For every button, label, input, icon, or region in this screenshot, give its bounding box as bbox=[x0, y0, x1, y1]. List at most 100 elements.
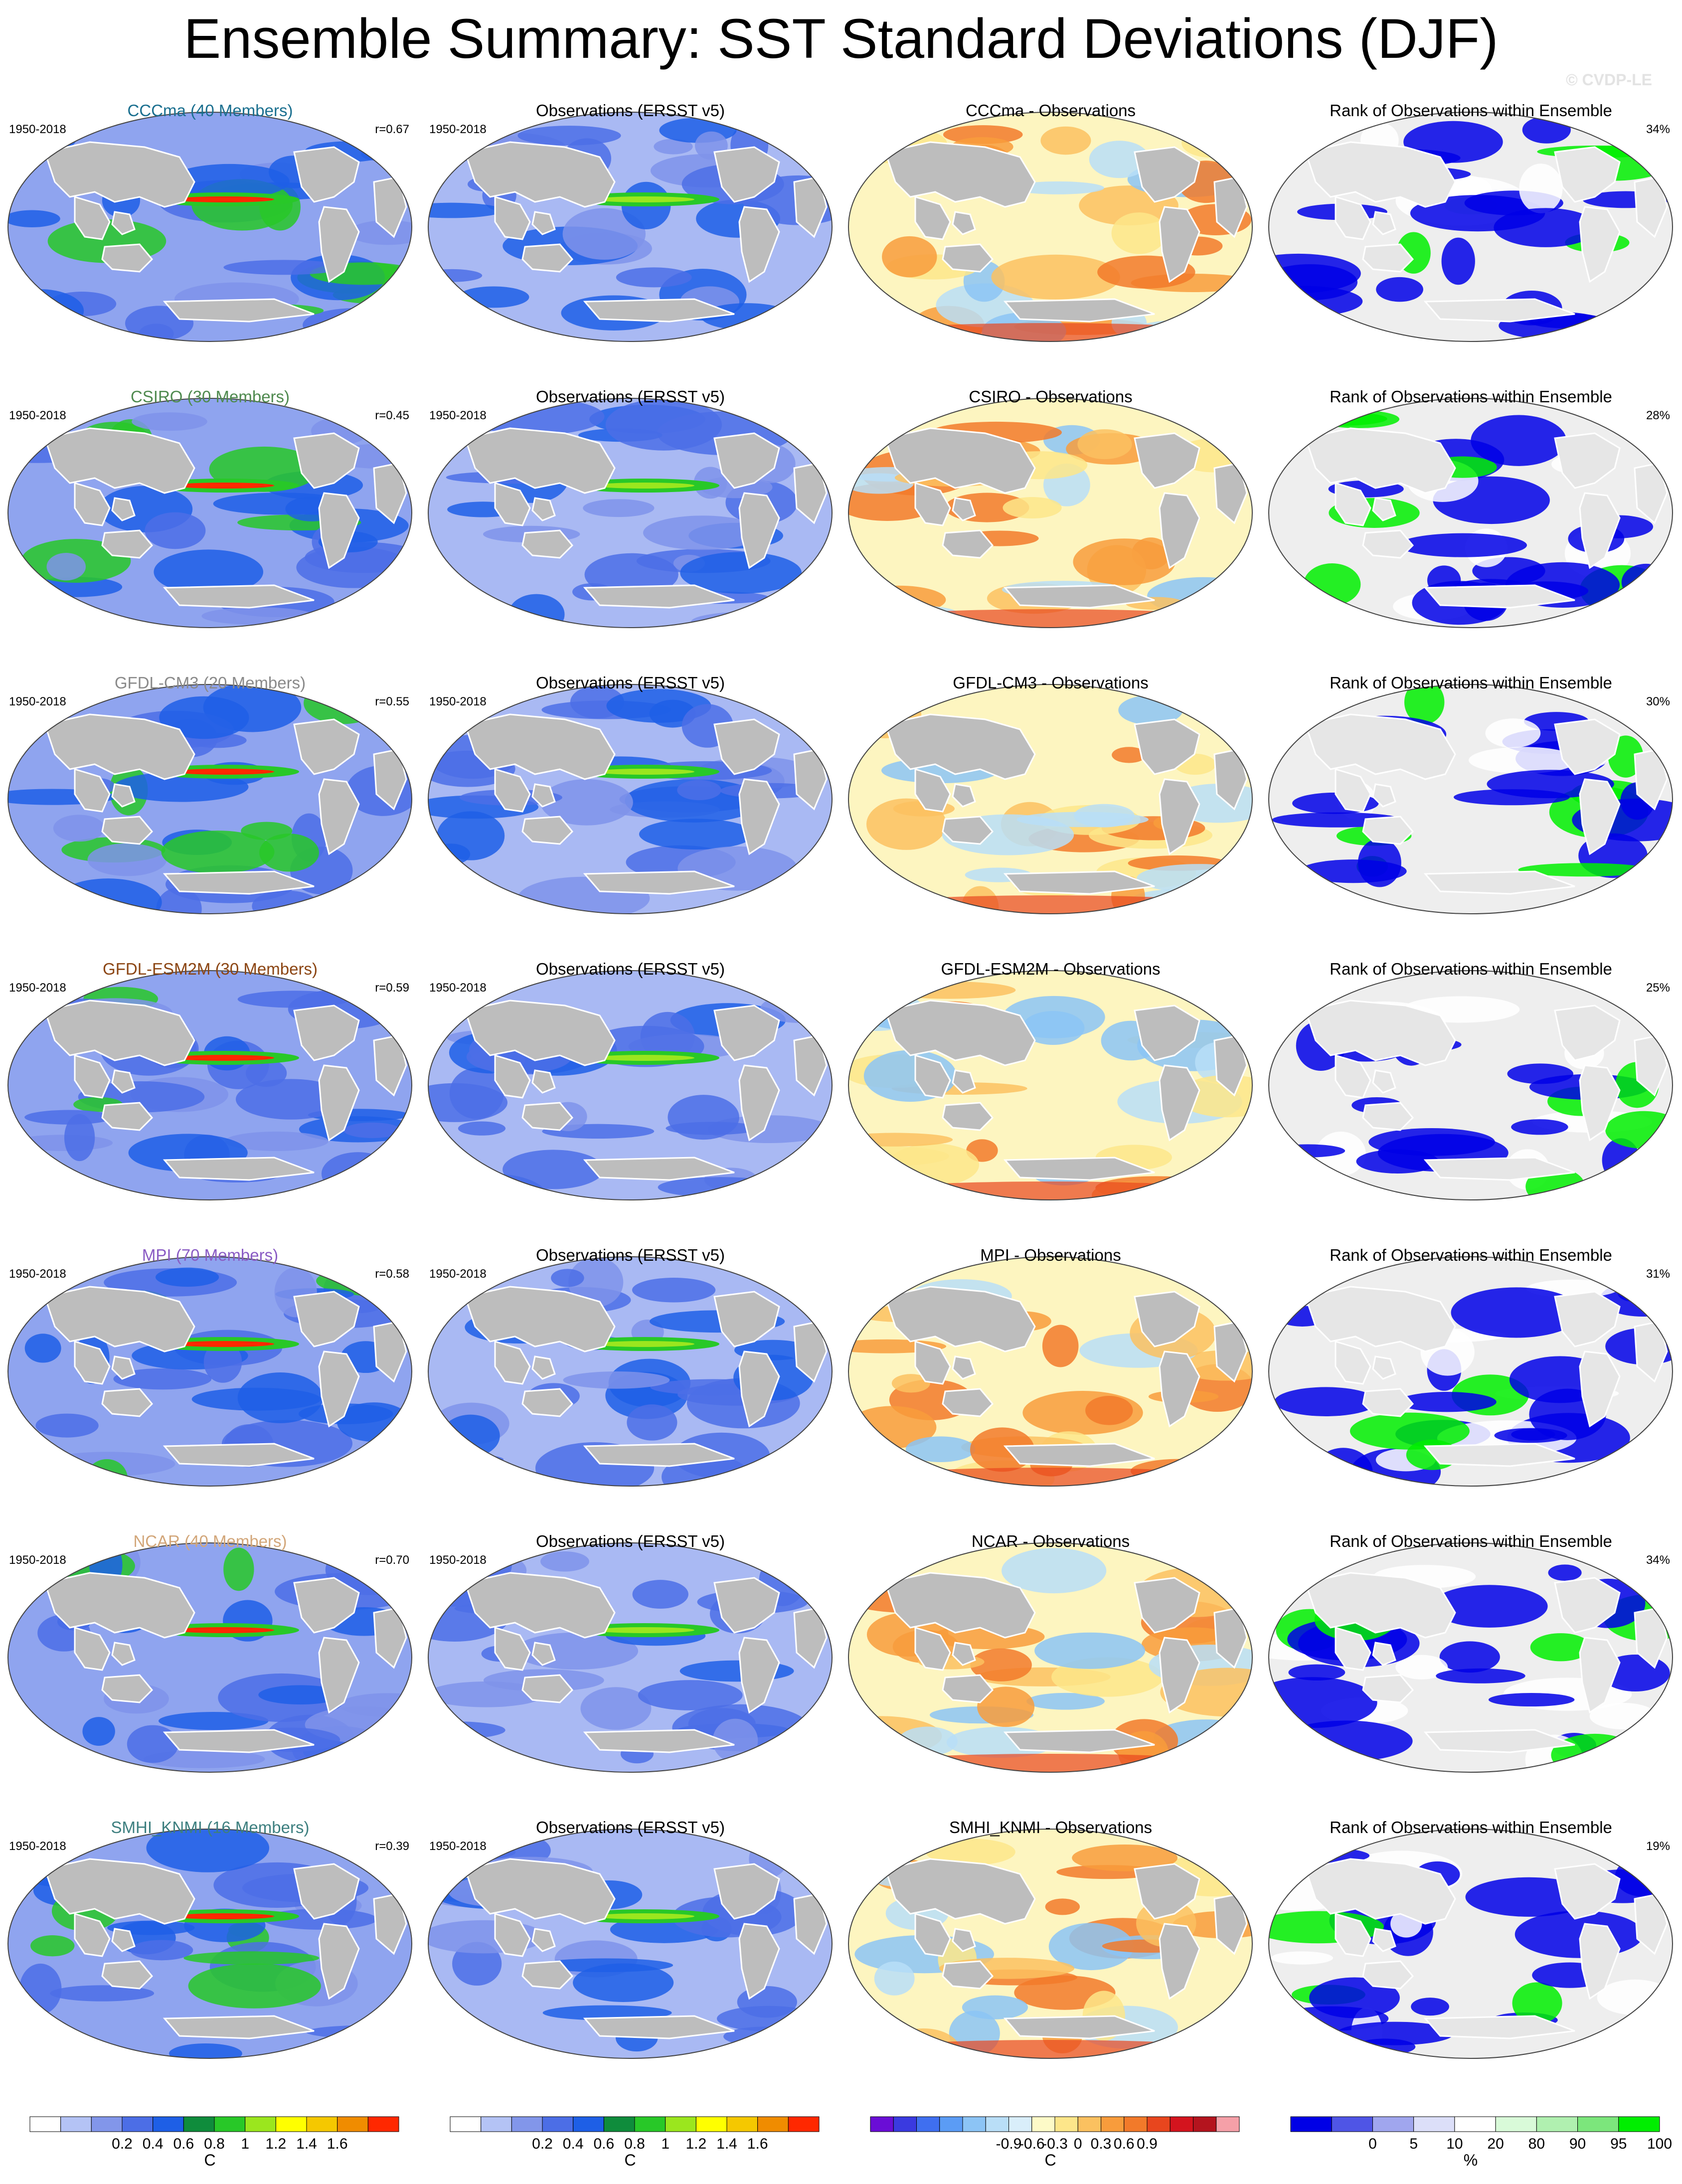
colorbar-tick-label: 0.6 bbox=[1114, 2136, 1135, 2152]
colorbar-tick-label: 0.2 bbox=[532, 2136, 553, 2152]
colorbar-swatch bbox=[1054, 2116, 1078, 2132]
colorbar-tick-label: 0.8 bbox=[204, 2136, 225, 2152]
colorbar-tick-label: 0.9 bbox=[1137, 2136, 1158, 2152]
period-label: 1950-2018 bbox=[429, 981, 487, 995]
colorbar-tick-label: 0 bbox=[1074, 2136, 1082, 2152]
map-panel-diff: NCAR - Observations bbox=[841, 1506, 1261, 1792]
pattern-correlation: r=0.45 bbox=[375, 409, 409, 422]
map-panel-obs: Observations (ERSST v5) 1950-2018 bbox=[420, 75, 841, 361]
map-panel-model: SMHI_KNMI (16 Members) 1950-2018 r=0.39 bbox=[0, 1792, 420, 2078]
colorbar-swatch bbox=[337, 2116, 368, 2132]
pattern-correlation: r=0.59 bbox=[375, 981, 409, 995]
colorbar-swatch bbox=[29, 2116, 61, 2132]
map-panel-model: NCAR (40 Members) 1950-2018 r=0.70 bbox=[0, 1506, 420, 1792]
colorbar-swatch bbox=[1170, 2116, 1193, 2132]
model-map bbox=[7, 1542, 412, 1773]
colorbar-swatch bbox=[1216, 2116, 1240, 2132]
diff-map bbox=[848, 684, 1253, 914]
colorbar-swatch bbox=[757, 2116, 789, 2132]
period-label: 1950-2018 bbox=[9, 1840, 66, 1853]
rank-map bbox=[1268, 398, 1673, 628]
period-label: 1950-2018 bbox=[9, 981, 66, 995]
colorbar-swatch bbox=[634, 2116, 666, 2132]
map-panel-diff: CCCma - Observations bbox=[841, 75, 1261, 361]
map-panel-obs: Observations (ERSST v5) 1950-2018 bbox=[420, 1219, 841, 1506]
map-panel-obs: Observations (ERSST v5) 1950-2018 bbox=[420, 1792, 841, 2078]
colorbar-swatch bbox=[1290, 2116, 1332, 2132]
colorbar-tick-label: 95 bbox=[1610, 2136, 1627, 2152]
map-panel-rank: Rank of Observations within Ensemble 34% bbox=[1261, 75, 1681, 361]
map-panel-rank: Rank of Observations within Ensemble 25% bbox=[1261, 933, 1681, 1219]
colorbar-svg: 0.2 0.4 0.6 0.8 1 1.2 1.4 1.6 C bbox=[29, 2116, 399, 2169]
colorbar-swatch bbox=[275, 2116, 307, 2132]
map-panel-rank: Rank of Observations within Ensemble 19% bbox=[1261, 1792, 1681, 2078]
obs-map bbox=[428, 1542, 833, 1773]
panel-title: NCAR - Observations bbox=[971, 1532, 1130, 1550]
colorbar-swatch bbox=[1577, 2116, 1619, 2132]
map-panel-diff: GFDL-ESM2M - Observations bbox=[841, 933, 1261, 1219]
map-panel-diff: GFDL-CM3 - Observations bbox=[841, 647, 1261, 933]
panel-title: Rank of Observations within Ensemble bbox=[1330, 673, 1612, 692]
period-label: 1950-2018 bbox=[9, 1553, 66, 1567]
colorbar-swatch bbox=[1124, 2116, 1148, 2132]
panel-title: GFDL-CM3 - Observations bbox=[953, 673, 1149, 692]
panel-title: MPI (70 Members) bbox=[142, 1246, 279, 1264]
rank-percent: 30% bbox=[1646, 695, 1670, 708]
colorbar-tick-label: -0.3 bbox=[1042, 2136, 1068, 2152]
colorbar-swatch bbox=[542, 2116, 574, 2132]
colorbar-tick-label: -0.6 bbox=[1019, 2136, 1045, 2152]
colorbar-swatch bbox=[665, 2116, 696, 2132]
colorbar-swatch bbox=[1031, 2116, 1055, 2132]
panel-title: Observations (ERSST v5) bbox=[535, 1818, 725, 1837]
colorbar-tick-label: 1.2 bbox=[685, 2136, 706, 2152]
colorbar-tick-label: 0.2 bbox=[112, 2136, 133, 2152]
map-panel-rank: Rank of Observations within Ensemble 31% bbox=[1261, 1219, 1681, 1506]
colorbar-tick-label: 0.8 bbox=[624, 2136, 645, 2152]
rank-percent: 31% bbox=[1646, 1267, 1670, 1281]
rank-percent: 28% bbox=[1646, 409, 1670, 422]
colorbar-swatch bbox=[1536, 2116, 1578, 2132]
diff-map bbox=[848, 1542, 1253, 1773]
map-panel-obs: Observations (ERSST v5) 1950-2018 bbox=[420, 647, 841, 933]
diff-map bbox=[848, 1256, 1253, 1487]
colorbar-tick-label: 20 bbox=[1487, 2136, 1504, 2152]
colorbar-swatch bbox=[916, 2116, 940, 2132]
colorbar-swatch bbox=[122, 2116, 154, 2132]
period-label: 1950-2018 bbox=[429, 1267, 487, 1281]
colorbar-tick-label: 0.3 bbox=[1091, 2136, 1112, 2152]
panel-title: GFDL-CM3 (20 Members) bbox=[114, 673, 306, 692]
panel-title: CCCma (40 Members) bbox=[127, 101, 293, 120]
colorbar-swatch bbox=[1413, 2116, 1455, 2132]
diff-map bbox=[848, 970, 1253, 1200]
panel-title: SMHI_KNMI (16 Members) bbox=[111, 1818, 310, 1837]
colorbar-swatch bbox=[1193, 2116, 1217, 2132]
panel-title: CSIRO - Observations bbox=[969, 387, 1133, 406]
colorbar-swatch bbox=[367, 2116, 399, 2132]
colorbar-tick-label: 0.4 bbox=[143, 2136, 164, 2152]
model-map bbox=[7, 684, 412, 914]
panel-title: Rank of Observations within Ensemble bbox=[1330, 1246, 1612, 1264]
panel-title: Observations (ERSST v5) bbox=[535, 1246, 725, 1264]
period-label: 1950-2018 bbox=[429, 409, 487, 422]
colorbar-tick-label: 1.4 bbox=[296, 2136, 317, 2152]
colorbar-tick-label: 100 bbox=[1647, 2136, 1672, 2152]
panel-title: Rank of Observations within Ensemble bbox=[1330, 101, 1612, 120]
colorbar-tick-label: 0.6 bbox=[593, 2136, 614, 2152]
panel-title: Observations (ERSST v5) bbox=[535, 387, 725, 406]
rank-map bbox=[1268, 112, 1673, 342]
panel-title: NCAR (40 Members) bbox=[133, 1532, 287, 1550]
period-label: 1950-2018 bbox=[429, 1840, 487, 1853]
page-title: Ensemble Summary: SST Standard Deviation… bbox=[183, 7, 1499, 70]
watermark: © CVDP-LE bbox=[1566, 71, 1652, 89]
colorbar-tick-label: 1.2 bbox=[265, 2136, 286, 2152]
obs-map bbox=[428, 398, 833, 628]
map-panel-model: GFDL-ESM2M (30 Members) 1950-2018 r=0.59 bbox=[0, 933, 420, 1219]
map-panel-model: GFDL-CM3 (20 Members) 1950-2018 r=0.55 bbox=[0, 647, 420, 933]
diff-map bbox=[848, 398, 1253, 628]
colorbar-swatch bbox=[1101, 2116, 1125, 2132]
colorbar-swatch bbox=[1495, 2116, 1537, 2132]
obs-map bbox=[428, 1829, 833, 2059]
colorbar-unit: % bbox=[1464, 2151, 1478, 2169]
obs-map bbox=[428, 112, 833, 342]
period-label: 1950-2018 bbox=[429, 123, 487, 136]
